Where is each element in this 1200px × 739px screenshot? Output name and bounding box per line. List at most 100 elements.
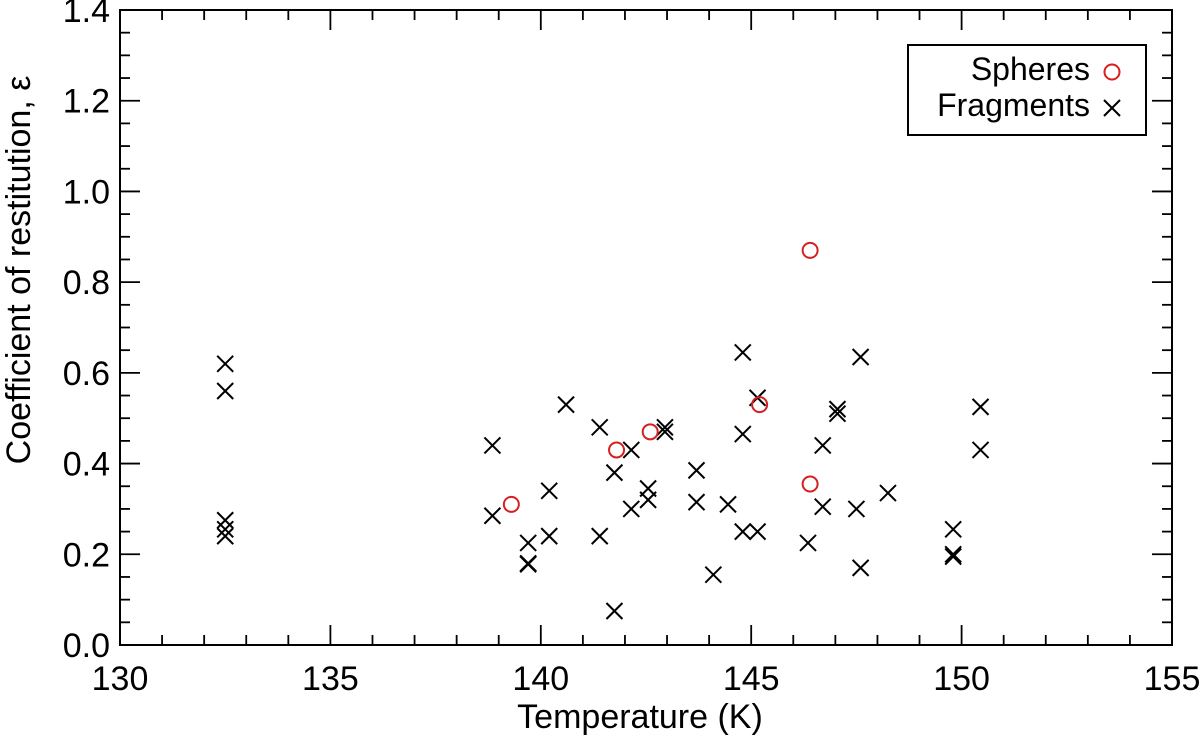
x-tick-label: 150 xyxy=(933,660,990,698)
fragment-point xyxy=(605,463,624,482)
fragment-point xyxy=(216,520,234,539)
fragment-point xyxy=(799,534,817,552)
marker-stroke xyxy=(734,343,752,362)
marker-stroke xyxy=(847,500,866,518)
marker-stroke xyxy=(483,436,502,455)
fragment-point xyxy=(591,527,609,545)
marker-stroke xyxy=(828,404,847,423)
fragment-point xyxy=(971,398,990,416)
fragment-point xyxy=(944,520,962,539)
marker-stroke xyxy=(971,441,990,459)
fragment-point xyxy=(483,507,502,525)
sphere-point xyxy=(801,475,819,493)
fragment-point xyxy=(944,545,962,563)
fragment-point xyxy=(540,482,558,500)
fragment-point xyxy=(519,534,537,552)
marker-stroke xyxy=(605,602,624,620)
fragment-point xyxy=(971,441,990,459)
legend-box xyxy=(907,44,1147,136)
fragment-point xyxy=(216,511,234,529)
marker-stroke xyxy=(879,484,897,502)
marker-stroke xyxy=(622,441,640,459)
sphere-point xyxy=(801,241,819,259)
fragment-point xyxy=(656,418,674,436)
marker-stroke xyxy=(687,461,706,480)
marker-stroke xyxy=(814,497,832,516)
marker-stroke xyxy=(216,520,234,539)
x-tick-label: 140 xyxy=(512,660,569,698)
marker-stroke xyxy=(540,482,558,500)
marker-stroke xyxy=(483,507,502,525)
legend-markers xyxy=(1103,63,1121,117)
marker-stroke xyxy=(971,398,990,416)
y-tick-label: 0.2 xyxy=(63,536,110,574)
fragment-point xyxy=(639,491,657,509)
marker-stroke xyxy=(519,534,537,552)
marker-stroke xyxy=(734,425,752,443)
marker-stroke xyxy=(656,423,674,441)
legend: Spheres Fragments xyxy=(907,44,1147,136)
legend-label-fragments: Fragments xyxy=(937,87,1090,123)
marker-stroke xyxy=(687,493,706,511)
marker-stroke xyxy=(519,555,537,573)
x-tick-label: 135 xyxy=(302,660,359,698)
marker-stroke xyxy=(591,418,609,436)
fragment-point xyxy=(483,436,502,455)
marker-stroke xyxy=(605,463,624,482)
fragment-point xyxy=(814,436,832,455)
sphere-point xyxy=(751,396,769,414)
fragment-point xyxy=(591,418,609,436)
y-axis-label: Coefficient of restitution, ε xyxy=(0,76,38,465)
marker-stroke xyxy=(748,522,767,541)
marker-stroke xyxy=(622,500,640,518)
fragment-point xyxy=(719,495,737,514)
marker-stroke xyxy=(216,527,234,545)
marker-stroke xyxy=(944,545,962,563)
marker-stroke xyxy=(814,436,832,455)
fragment-point xyxy=(814,497,832,516)
fragment-point xyxy=(519,555,537,573)
y-tick-label: 1.0 xyxy=(63,173,110,211)
marker-stroke xyxy=(944,547,962,566)
fragment-point xyxy=(748,522,767,541)
fragment-point xyxy=(216,382,234,400)
marker-stroke xyxy=(639,491,657,509)
marker-stroke xyxy=(828,400,847,418)
x-axis-label: Temperature (K) xyxy=(517,698,763,736)
legend-label-spheres: Spheres xyxy=(971,51,1090,87)
fragment-point xyxy=(622,441,640,459)
fragment-point xyxy=(687,461,706,480)
marker-stroke xyxy=(656,418,674,436)
sphere-point xyxy=(502,495,520,513)
fragment-point xyxy=(605,602,624,620)
y-tick-label: 0.4 xyxy=(63,446,110,484)
fragment-point xyxy=(828,404,847,423)
marker-stroke xyxy=(216,382,234,400)
legend-marker-spheres xyxy=(1103,63,1121,81)
axis-ticks xyxy=(119,9,1173,646)
fragment-point xyxy=(847,500,866,518)
marker-stroke xyxy=(1103,99,1121,117)
marker-stroke xyxy=(704,565,723,584)
y-tick-label: 0.0 xyxy=(63,627,110,665)
fragment-point xyxy=(734,425,752,443)
fragment-point xyxy=(687,493,706,511)
fragment-point xyxy=(879,484,897,502)
sphere-point xyxy=(641,423,659,441)
x-tick-label: 145 xyxy=(723,660,780,698)
fragment-point xyxy=(734,522,752,541)
marker-stroke xyxy=(851,559,870,577)
fragment-point xyxy=(944,547,962,566)
fragment-point xyxy=(622,500,640,518)
marker-stroke xyxy=(540,527,558,545)
y-tick-label: 0.6 xyxy=(63,355,110,393)
x-tick-label: 155 xyxy=(1144,660,1200,698)
y-tick-label: 0.8 xyxy=(63,264,110,302)
fragment-point xyxy=(851,348,870,366)
marker-stroke xyxy=(557,395,575,414)
fragment-point xyxy=(540,527,558,545)
fragment-point xyxy=(557,395,575,414)
fragment-point xyxy=(656,423,674,441)
axis-tick-labels: 130 135 140 145 150 155 0.0 0.2 0.4 0.6 0.8 1.0 1.2 1… xyxy=(63,0,1200,698)
